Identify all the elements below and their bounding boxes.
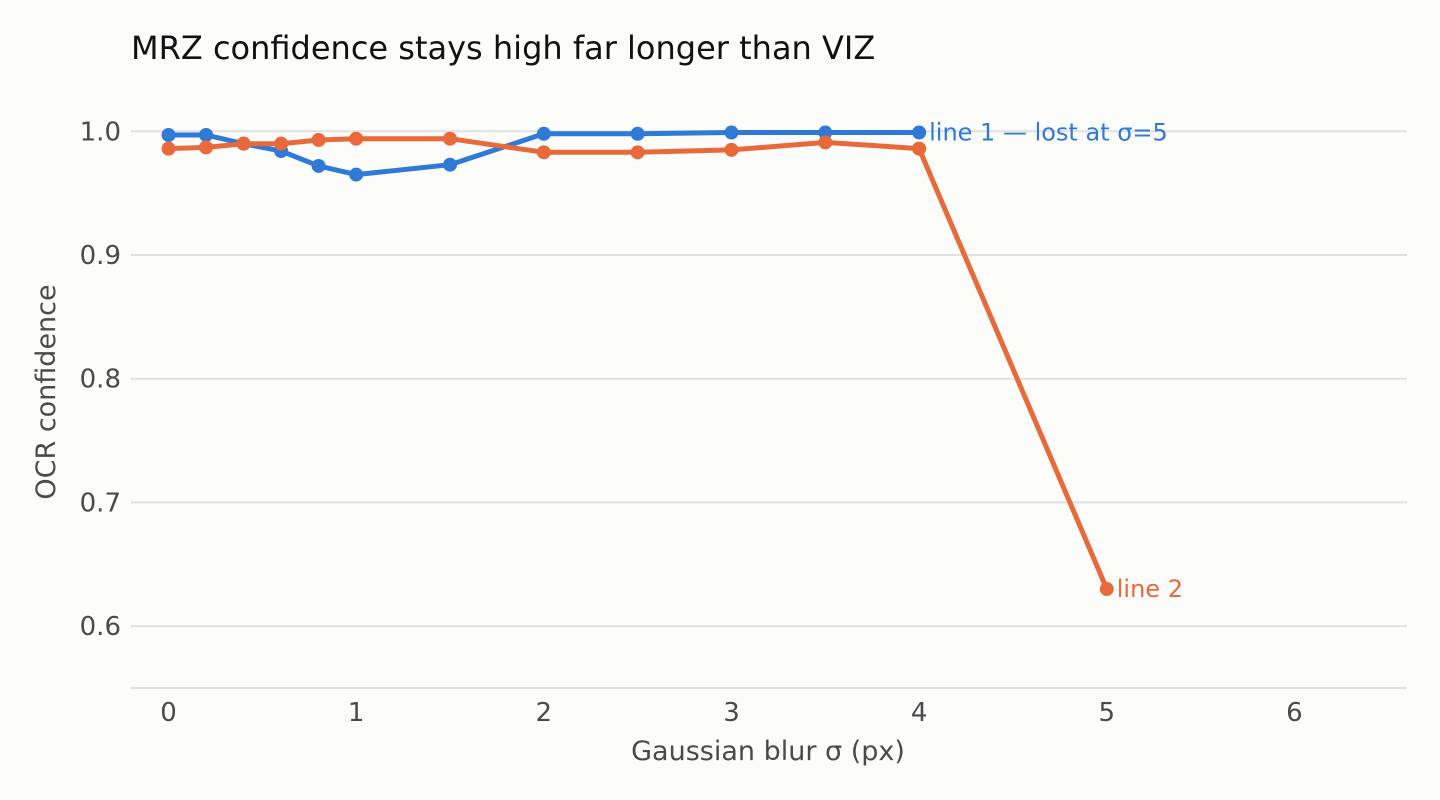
data-point (536, 126, 551, 141)
x-tick-label: 1 (348, 698, 365, 728)
chart-title: MRZ confidence stays high far longer tha… (131, 29, 875, 67)
data-point (724, 142, 739, 157)
data-point (818, 135, 833, 150)
x-tick-label: 6 (1286, 698, 1303, 728)
series-end-label: line 1 — lost at σ=5 (929, 119, 1168, 147)
data-point (161, 128, 176, 143)
data-point (443, 131, 457, 146)
data-point (724, 125, 739, 140)
y-tick-label: 0.8 (80, 365, 121, 395)
y-tick-label: 0.6 (80, 612, 121, 642)
gridlines (131, 130, 1407, 628)
y-tick-label: 0.9 (80, 241, 121, 271)
data-point (630, 145, 645, 160)
data-point (311, 132, 326, 147)
y-axis-label: OCR confidence (31, 284, 62, 499)
y-tick-label: 1.0 (80, 117, 121, 147)
data-point (912, 141, 927, 156)
series-end-label: line 2 (1117, 575, 1183, 603)
series-line (166, 136, 1110, 592)
x-tick-label: 3 (723, 698, 740, 728)
data-point (818, 125, 833, 140)
data-point (349, 167, 364, 182)
series-layer: line 1 — lost at σ=5 line 2 (161, 119, 1183, 603)
data-point (199, 140, 214, 155)
x-tick-label: 2 (536, 698, 553, 728)
data-point (349, 131, 364, 146)
data-point (536, 145, 551, 160)
data-point (1099, 582, 1114, 597)
x-tick-label: 4 (911, 698, 928, 728)
axes: 0.6 0.7 0.8 0.9 1.0 0 1 2 3 4 5 6 (80, 117, 1407, 728)
x-tick-label: 5 (1098, 698, 1115, 728)
y-tick-label: 0.7 (80, 488, 121, 518)
data-point (630, 126, 645, 141)
data-point (311, 158, 326, 173)
data-point (274, 136, 289, 151)
data-point (912, 125, 927, 140)
data-point (443, 157, 457, 172)
x-tick-label: 0 (160, 698, 177, 728)
data-point (199, 128, 214, 143)
series-2: line 2 (161, 131, 1183, 603)
data-point (161, 141, 176, 156)
x-axis-label: Gaussian blur σ (px) (631, 736, 905, 767)
data-point (236, 136, 251, 151)
